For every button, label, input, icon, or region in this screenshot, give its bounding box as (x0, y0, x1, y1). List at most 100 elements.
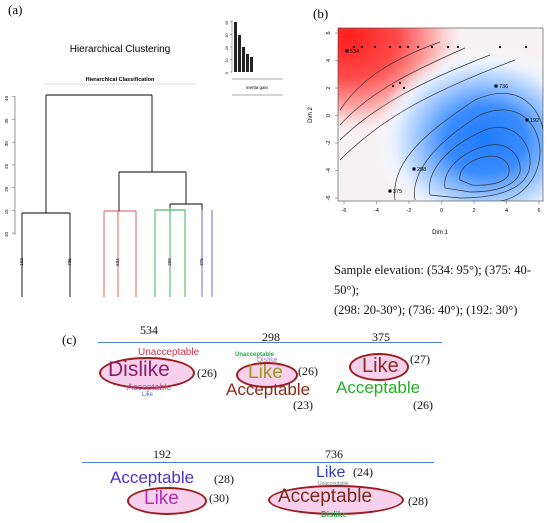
group-298-word-like: Like (248, 362, 283, 383)
contour-x-tick-label: -4 (374, 208, 379, 214)
dendrogram-y-tick-label: 25 (4, 163, 9, 169)
contour-y-tick-label: -4 (326, 168, 332, 173)
panel-b-label: (b) (313, 6, 329, 21)
dendrogram-subtitle: Hierarchical Classification (86, 77, 155, 83)
group-375-like-count: (27) (410, 352, 430, 366)
inertia-bar (238, 35, 241, 72)
branch-root (45, 94, 153, 213)
dendrogram-leaf-label: 192 (19, 258, 24, 266)
group-192-highlight-ellipse (127, 487, 207, 515)
contour-edge-points (352, 45, 528, 90)
contour-y-ticks: 6 4 2 0 -2 -4 -6 (326, 31, 338, 200)
group-534-word-acceptable: Acceptable (127, 382, 172, 392)
group-375-id: 375 (372, 330, 390, 344)
dendrogram-leaf-label: 534 (115, 258, 120, 266)
contour-x-tick-label: -6 (342, 208, 347, 214)
contour-plot-area (338, 28, 543, 201)
dendrogram-leaf-label: 736 (67, 258, 72, 266)
group-298-word-dislike: Dislike (257, 357, 278, 364)
contour-sample-points: 534 736 192 298 375 (345, 49, 539, 195)
contour-x-tick-label: 6 (537, 208, 540, 214)
group-192-acceptable-count: (28) (214, 472, 234, 486)
inertia-bar (242, 47, 245, 72)
dendrogram-leaf-label: 375 (199, 258, 204, 266)
contour-y-tick-label: -2 (326, 141, 332, 146)
contour-x-tick-label: -2 (407, 208, 412, 214)
group-534-highlight-ellipse (99, 357, 195, 389)
dendrogram-title: Hierarchical Clustering (70, 44, 171, 55)
contour-sample-point-label: 192 (530, 118, 539, 124)
dendrogram-y-tick-label: 40 (4, 95, 9, 101)
dendrogram-figure: Hierarchical Clustering Hierarchical Cla… (4, 20, 283, 297)
inertia-tick-label: 10 (225, 58, 229, 62)
group-375-acceptable-count: (26) (413, 398, 433, 412)
inertia-tick-label: 40 (225, 21, 229, 25)
group-192-word-acceptable: Acceptable (110, 468, 195, 487)
contour-x-tick-label: 2 (472, 208, 475, 214)
elevation-caption-line2: (298: 20-30°); (736: 40°); (192: 30°) (334, 303, 518, 317)
panel-c-bottom-rule (82, 462, 434, 463)
contour-y-tick-label: 4 (326, 59, 332, 62)
contour-figure: 534 736 192 298 375 -6 -4 -2 0 2 4 6 6 4 2 0 -2 -4 -6 Di… (308, 27, 544, 236)
contour-sample-point-label: 736 (499, 84, 508, 90)
inertia-bar (250, 57, 253, 72)
inertia-bar (246, 54, 249, 72)
group-298-highlight-ellipse (236, 362, 298, 388)
group-736-acceptable-count: (28) (408, 494, 428, 508)
contour-frame (337, 27, 544, 202)
panel-c-top-rule (98, 342, 442, 343)
contour-y-tick-label: 6 (326, 31, 332, 34)
contour-sample-point-label: 298 (417, 167, 426, 173)
group-534-id: 534 (140, 323, 158, 337)
inertia-bars (234, 22, 253, 72)
dendrogram-y-tick-label: 35 (4, 118, 9, 124)
group-534-dislike-count: (26) (197, 366, 217, 380)
group-736-word-dislike: Dislike (321, 510, 347, 519)
branch-534-group (103, 210, 137, 297)
contour-x-ticks: -6 -4 -2 0 2 4 6 (342, 201, 541, 214)
branch-right-cluster (118, 171, 187, 211)
inertia-tick-label: 0 (225, 72, 229, 74)
group-192-like-count: (30) (209, 491, 229, 505)
contour-x-tick-label: 4 (505, 208, 508, 214)
contour-xlabel: Dim 1 (432, 230, 448, 236)
contour-sample-point (525, 118, 529, 122)
inertia-ticks: 0 10 20 30 40 (225, 21, 232, 74)
contour-sample-point (345, 49, 349, 53)
branch-298-group (154, 209, 186, 297)
inertia-label: inertia gain (246, 85, 269, 90)
group-375-word-acceptable: Acceptable (336, 378, 421, 397)
dendrogram-y-tick-label: 20 (4, 186, 9, 192)
elevation-caption-line1: Sample elevation: (534: 95°); (375: 40-5… (334, 263, 531, 297)
group-298-like-count: (26) (298, 364, 318, 378)
dendrogram-leaf-labels: 192 736 534 298 375 (19, 258, 204, 266)
group-534-word-unacceptable: Unacceptable (138, 347, 200, 358)
group-736-like-count: (24) (353, 465, 373, 479)
dendrogram-y-tick-label: 15 (4, 209, 9, 215)
contour-ylabel: Dim 2 (308, 107, 314, 123)
group-192-word-like: Like (144, 488, 179, 509)
dendrogram-y-tick-label: 30 (4, 141, 9, 147)
contour-sample-point-label: 375 (393, 189, 402, 195)
group-736-word-unacceptable: Unacceptable (318, 481, 349, 487)
group-298-id: 298 (262, 330, 280, 344)
contour-y-tick-label: 2 (326, 86, 332, 89)
inertia-tick-label: 20 (225, 46, 229, 50)
group-298-acceptable-count: (23) (293, 398, 313, 412)
elevation-caption: Sample elevation: (534: 95°); (375: 40-5… (334, 260, 549, 320)
dendrogram-y-tick-label: 10 (4, 232, 9, 238)
group-534-word-dislike: Dislike (108, 358, 170, 381)
group-192-id: 192 (153, 447, 171, 461)
group-736-highlight-ellipse (268, 485, 404, 515)
dendrogram-y-ticks: 10 15 20 25 30 35 40 (4, 95, 15, 237)
dendrogram-leaf-label: 298 (167, 258, 172, 266)
inertia-bar (234, 22, 237, 72)
group-736-word-like: Like (316, 464, 346, 481)
group-298-word-acceptable: Acceptable (226, 380, 311, 399)
inertia-tick-label: 30 (225, 33, 229, 37)
group-298-word-unacceptable: Unacceptable (235, 352, 275, 358)
group-375-highlight-ellipse (349, 353, 409, 381)
group-736-id: 736 (325, 447, 343, 461)
contour-sample-point (494, 84, 498, 88)
contour-lines (339, 41, 543, 201)
